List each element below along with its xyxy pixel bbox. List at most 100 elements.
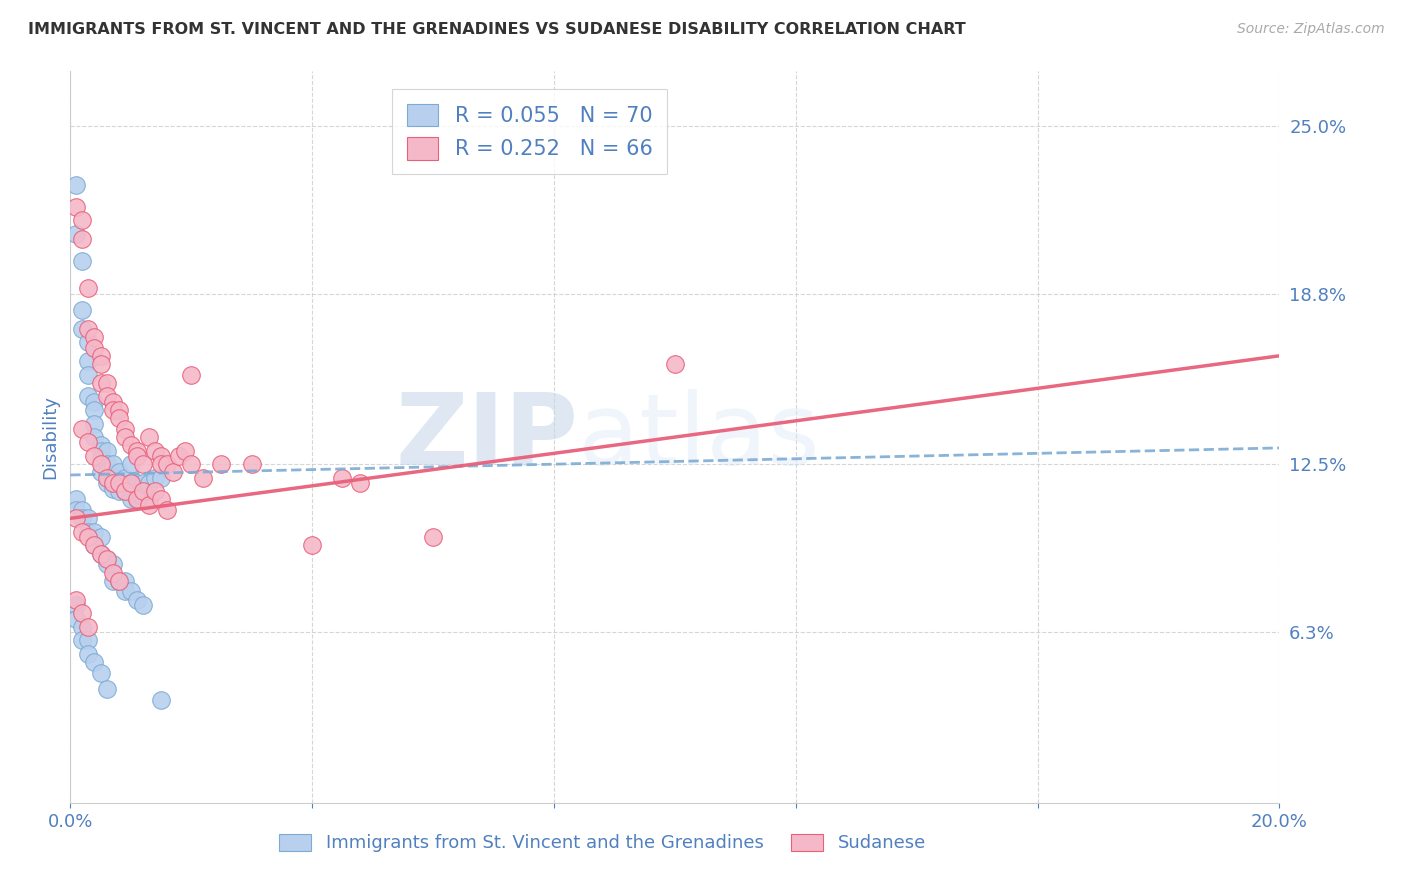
Legend: Immigrants from St. Vincent and the Grenadines, Sudanese: Immigrants from St. Vincent and the Gren… (271, 826, 934, 860)
Point (101, 574, 124, 588)
Point (72, 511, 94, 525)
Point (114, 584, 136, 599)
Point (125, 592, 148, 607)
Text: atlas: atlas (578, 389, 820, 485)
Point (120, 476, 142, 491)
Point (90, 665, 111, 680)
Point (65, 492, 87, 507)
Point (72, 422, 94, 436)
Point (107, 411, 129, 425)
Point (90, 438, 111, 452)
Point (65, 503, 87, 517)
Point (120, 457, 142, 471)
Point (101, 395, 124, 409)
Point (156, 503, 179, 517)
Point (107, 476, 129, 491)
Point (150, 449, 172, 463)
Point (83, 538, 105, 552)
Point (83, 430, 105, 444)
Point (65, 598, 87, 612)
Point (77, 354, 100, 368)
Point (77, 435, 100, 450)
Point (83, 524, 105, 539)
Point (107, 484, 129, 499)
Point (90, 443, 111, 458)
Point (107, 403, 129, 417)
Point (96, 681, 118, 696)
Point (77, 335, 100, 350)
Point (90, 376, 111, 390)
Point (125, 492, 148, 507)
Point (132, 484, 155, 499)
Point (72, 302, 94, 317)
Y-axis label: Disability: Disability (41, 395, 59, 479)
Point (132, 490, 155, 504)
Text: IMMIGRANTS FROM ST. VINCENT AND THE GRENADINES VS SUDANESE DISABILITY CORRELATIO: IMMIGRANTS FROM ST. VINCENT AND THE GREN… (28, 22, 966, 37)
Point (211, 457, 233, 471)
Point (83, 395, 105, 409)
Point (90, 530, 111, 544)
Point (83, 341, 105, 355)
Point (138, 492, 160, 507)
Point (72, 503, 94, 517)
Text: ZIP: ZIP (395, 389, 578, 485)
Point (72, 606, 94, 620)
Point (83, 538, 105, 552)
Point (138, 476, 160, 491)
Point (72, 633, 94, 648)
Point (96, 476, 118, 491)
Point (96, 552, 118, 566)
Point (114, 471, 136, 485)
Point (150, 492, 172, 507)
Point (114, 484, 136, 499)
Point (180, 368, 202, 382)
Point (114, 574, 136, 588)
Point (90, 547, 111, 561)
Point (156, 457, 179, 471)
Point (107, 465, 129, 479)
Point (143, 443, 166, 458)
Point (120, 492, 142, 507)
Point (96, 443, 118, 458)
Point (77, 633, 100, 648)
Point (77, 281, 100, 295)
Point (65, 511, 87, 525)
Point (101, 403, 124, 417)
Point (422, 530, 444, 544)
Point (349, 476, 371, 491)
Point (132, 476, 155, 491)
Point (101, 482, 124, 496)
Point (90, 547, 111, 561)
Point (96, 376, 118, 390)
Point (77, 322, 100, 336)
Point (96, 465, 118, 479)
Point (90, 457, 111, 471)
Point (180, 457, 202, 471)
Point (72, 213, 94, 227)
Point (120, 476, 142, 491)
Point (83, 403, 105, 417)
Point (167, 449, 190, 463)
Point (120, 584, 142, 599)
Point (101, 566, 124, 580)
Point (90, 349, 111, 363)
Point (143, 484, 166, 499)
Point (77, 530, 100, 544)
Point (143, 471, 166, 485)
Point (77, 368, 100, 382)
Point (65, 592, 87, 607)
Point (72, 524, 94, 539)
Point (162, 465, 184, 479)
Point (96, 552, 118, 566)
Point (90, 451, 111, 466)
Point (83, 330, 105, 344)
Point (132, 457, 155, 471)
Point (90, 357, 111, 371)
Point (101, 558, 124, 572)
Point (240, 457, 263, 471)
Point (125, 443, 148, 458)
Point (96, 471, 118, 485)
Point (77, 620, 100, 634)
Point (150, 471, 172, 485)
Point (72, 322, 94, 336)
